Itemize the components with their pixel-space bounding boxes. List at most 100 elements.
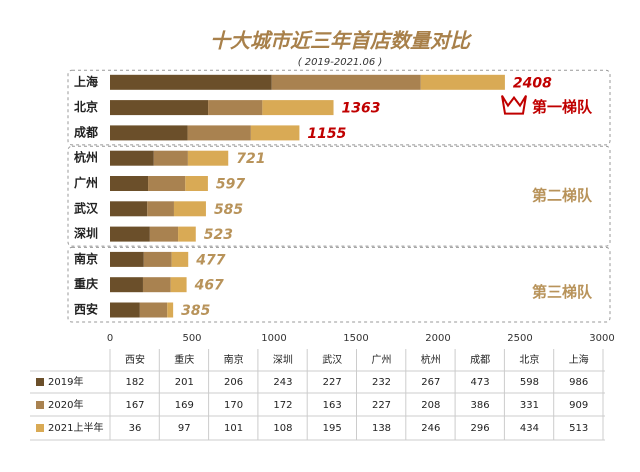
x-tick-label: 500 (182, 333, 201, 344)
bar-segment (110, 176, 149, 191)
table-header: 北京 (519, 353, 539, 366)
category-label: 西安 (74, 302, 98, 317)
chart-subtitle: ( 2019-2021.06 ) (298, 57, 383, 68)
bar-segment (147, 201, 174, 217)
total-label: 477 (195, 252, 225, 268)
bar-segment (110, 125, 188, 141)
x-tick-label: 1000 (261, 333, 286, 344)
table-cell: 598 (520, 377, 539, 388)
tier-label: 第三梯队 (532, 283, 593, 301)
table-cell: 227 (372, 400, 391, 411)
bar-segment (185, 176, 208, 191)
tier-box (67, 246, 611, 323)
table-cell: 101 (224, 423, 243, 434)
legend-label: 2019年 (48, 375, 83, 388)
category-label: 广州 (74, 175, 98, 190)
bar-segment (187, 125, 251, 141)
bar-segment (187, 150, 229, 166)
category-label: 重庆 (74, 276, 98, 291)
table-cell: 246 (421, 423, 440, 434)
total-label: 523 (204, 227, 233, 243)
table-header: 重庆 (174, 353, 194, 366)
table-cell: 296 (471, 423, 490, 434)
table-cell: 434 (520, 423, 539, 434)
table-cell: 172 (273, 400, 292, 411)
bar-segment (143, 251, 172, 267)
table-cell: 243 (273, 377, 292, 388)
table-cell: 473 (471, 377, 490, 388)
bar-segment (142, 277, 171, 293)
x-tick-label: 0 (107, 333, 113, 344)
table-cell: 163 (323, 400, 342, 411)
total-label: 585 (214, 202, 243, 218)
bar-segment (110, 74, 272, 90)
table-header: 杭州 (421, 353, 441, 366)
table-cell: 169 (175, 400, 194, 411)
bar-segment (110, 226, 150, 242)
total-label: 597 (216, 177, 245, 193)
table-cell: 97 (178, 423, 191, 434)
table-cell: 909 (569, 400, 588, 411)
x-tick-label: 2500 (507, 333, 532, 344)
bar-segment (149, 226, 179, 242)
tier-box (67, 145, 611, 247)
table-cell: 182 (125, 377, 144, 388)
bar-segment (110, 201, 148, 217)
category-label: 北京 (74, 99, 98, 114)
category-label: 南京 (74, 251, 98, 266)
legend-label: 2020年 (48, 398, 83, 411)
table-header: 西安 (125, 353, 145, 366)
x-tick-label: 3000 (589, 333, 614, 344)
category-label: 杭州 (74, 150, 98, 165)
table-cell: 513 (569, 423, 588, 434)
table-cell: 36 (129, 423, 142, 434)
bar-segment (139, 302, 168, 318)
bar-segment (173, 201, 206, 217)
table-cell: 267 (421, 377, 440, 388)
table-cell: 208 (421, 400, 440, 411)
bar-segment (208, 100, 263, 116)
table-cell: 195 (323, 423, 342, 434)
bar-segment (178, 226, 196, 242)
bar-segment (110, 100, 209, 116)
chart-title: 十大城市近三年首店数量对比 (210, 29, 473, 53)
category-label: 武汉 (74, 200, 99, 215)
table-header: 广州 (372, 354, 392, 366)
tier-label: 第一梯队 (532, 98, 593, 116)
bar-segment (148, 176, 186, 191)
total-label: 385 (181, 303, 210, 319)
table-cell: 232 (372, 377, 391, 388)
tier-box (67, 69, 611, 146)
table-cell: 227 (323, 377, 342, 388)
table-cell: 206 (224, 377, 243, 388)
bar-segment (110, 277, 143, 293)
legend-swatch (36, 424, 44, 432)
legend-label: 2021上半年 (48, 421, 103, 434)
bar-segment (153, 150, 188, 166)
total-label: 1155 (307, 126, 346, 142)
bar-segment (170, 277, 187, 293)
table-cell: 138 (372, 423, 391, 434)
bar-segment (420, 74, 505, 90)
table-header: 上海 (569, 353, 589, 366)
bar-segment (167, 302, 174, 318)
legend-swatch (36, 378, 44, 386)
bar-segment (110, 150, 154, 166)
category-label: 成都 (74, 124, 98, 139)
table-cell: 108 (273, 423, 292, 434)
x-tick-label: 2000 (425, 333, 450, 344)
total-label: 1363 (342, 101, 381, 117)
total-label: 721 (236, 151, 265, 167)
tier-label: 第二梯队 (532, 187, 593, 205)
bar-segment (262, 100, 334, 116)
category-label: 深圳 (74, 226, 98, 241)
bar-segment (250, 125, 300, 141)
table-cell: 331 (520, 400, 539, 411)
table-header: 武汉 (322, 353, 342, 366)
bar-segment (271, 74, 421, 90)
crown-icon (501, 95, 527, 115)
total-label: 2408 (513, 75, 552, 91)
table-cell: 986 (569, 377, 588, 388)
table-cell: 386 (471, 400, 490, 411)
